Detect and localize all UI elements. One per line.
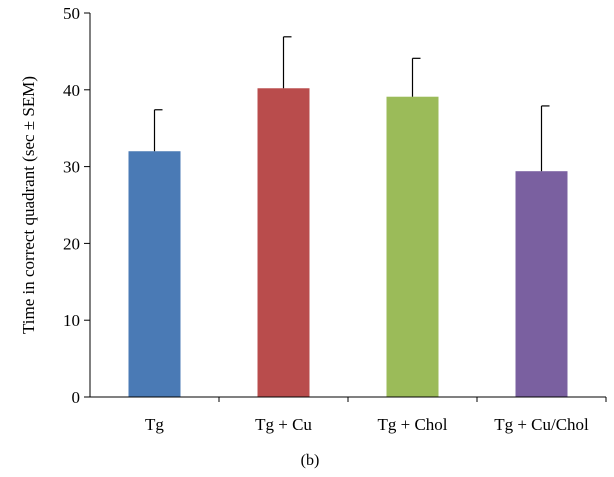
y-tick-label-4: 40 [63,81,80,100]
x-labels-layer: Tg Tg + Cu Tg + Chol Tg + Cu/Chol [145,397,607,434]
x-tick-label-0: Tg [145,415,164,434]
error-bar-0 [153,109,163,152]
y-ticks-layer: 0 10 20 30 40 50 [63,4,90,407]
x-tick-label-1: Tg + Cu [255,415,312,434]
y-axis-title: Time in correct quadrant (sec ± SEM) [19,76,38,334]
x-tick-label-2: Tg + Chol [377,415,447,434]
y-tick-label-5: 50 [63,4,80,23]
y-tick-label-2: 20 [63,234,80,253]
bar-1 [257,88,310,397]
y-tick-label-0: 0 [72,388,81,407]
error-bar-2 [411,57,421,97]
bars-layer [128,88,568,397]
error-bar-3 [540,105,550,172]
bar-2 [386,96,439,397]
error-bar-1 [282,36,292,89]
y-tick-label-1: 10 [63,311,80,330]
y-tick-label-3: 30 [63,158,80,177]
bar-3 [515,171,568,397]
bar-0 [128,151,181,397]
panel-label: (b) [301,452,320,469]
x-tick-label-3: Tg + Cu/Chol [494,415,589,434]
error-bars-layer [153,36,550,172]
